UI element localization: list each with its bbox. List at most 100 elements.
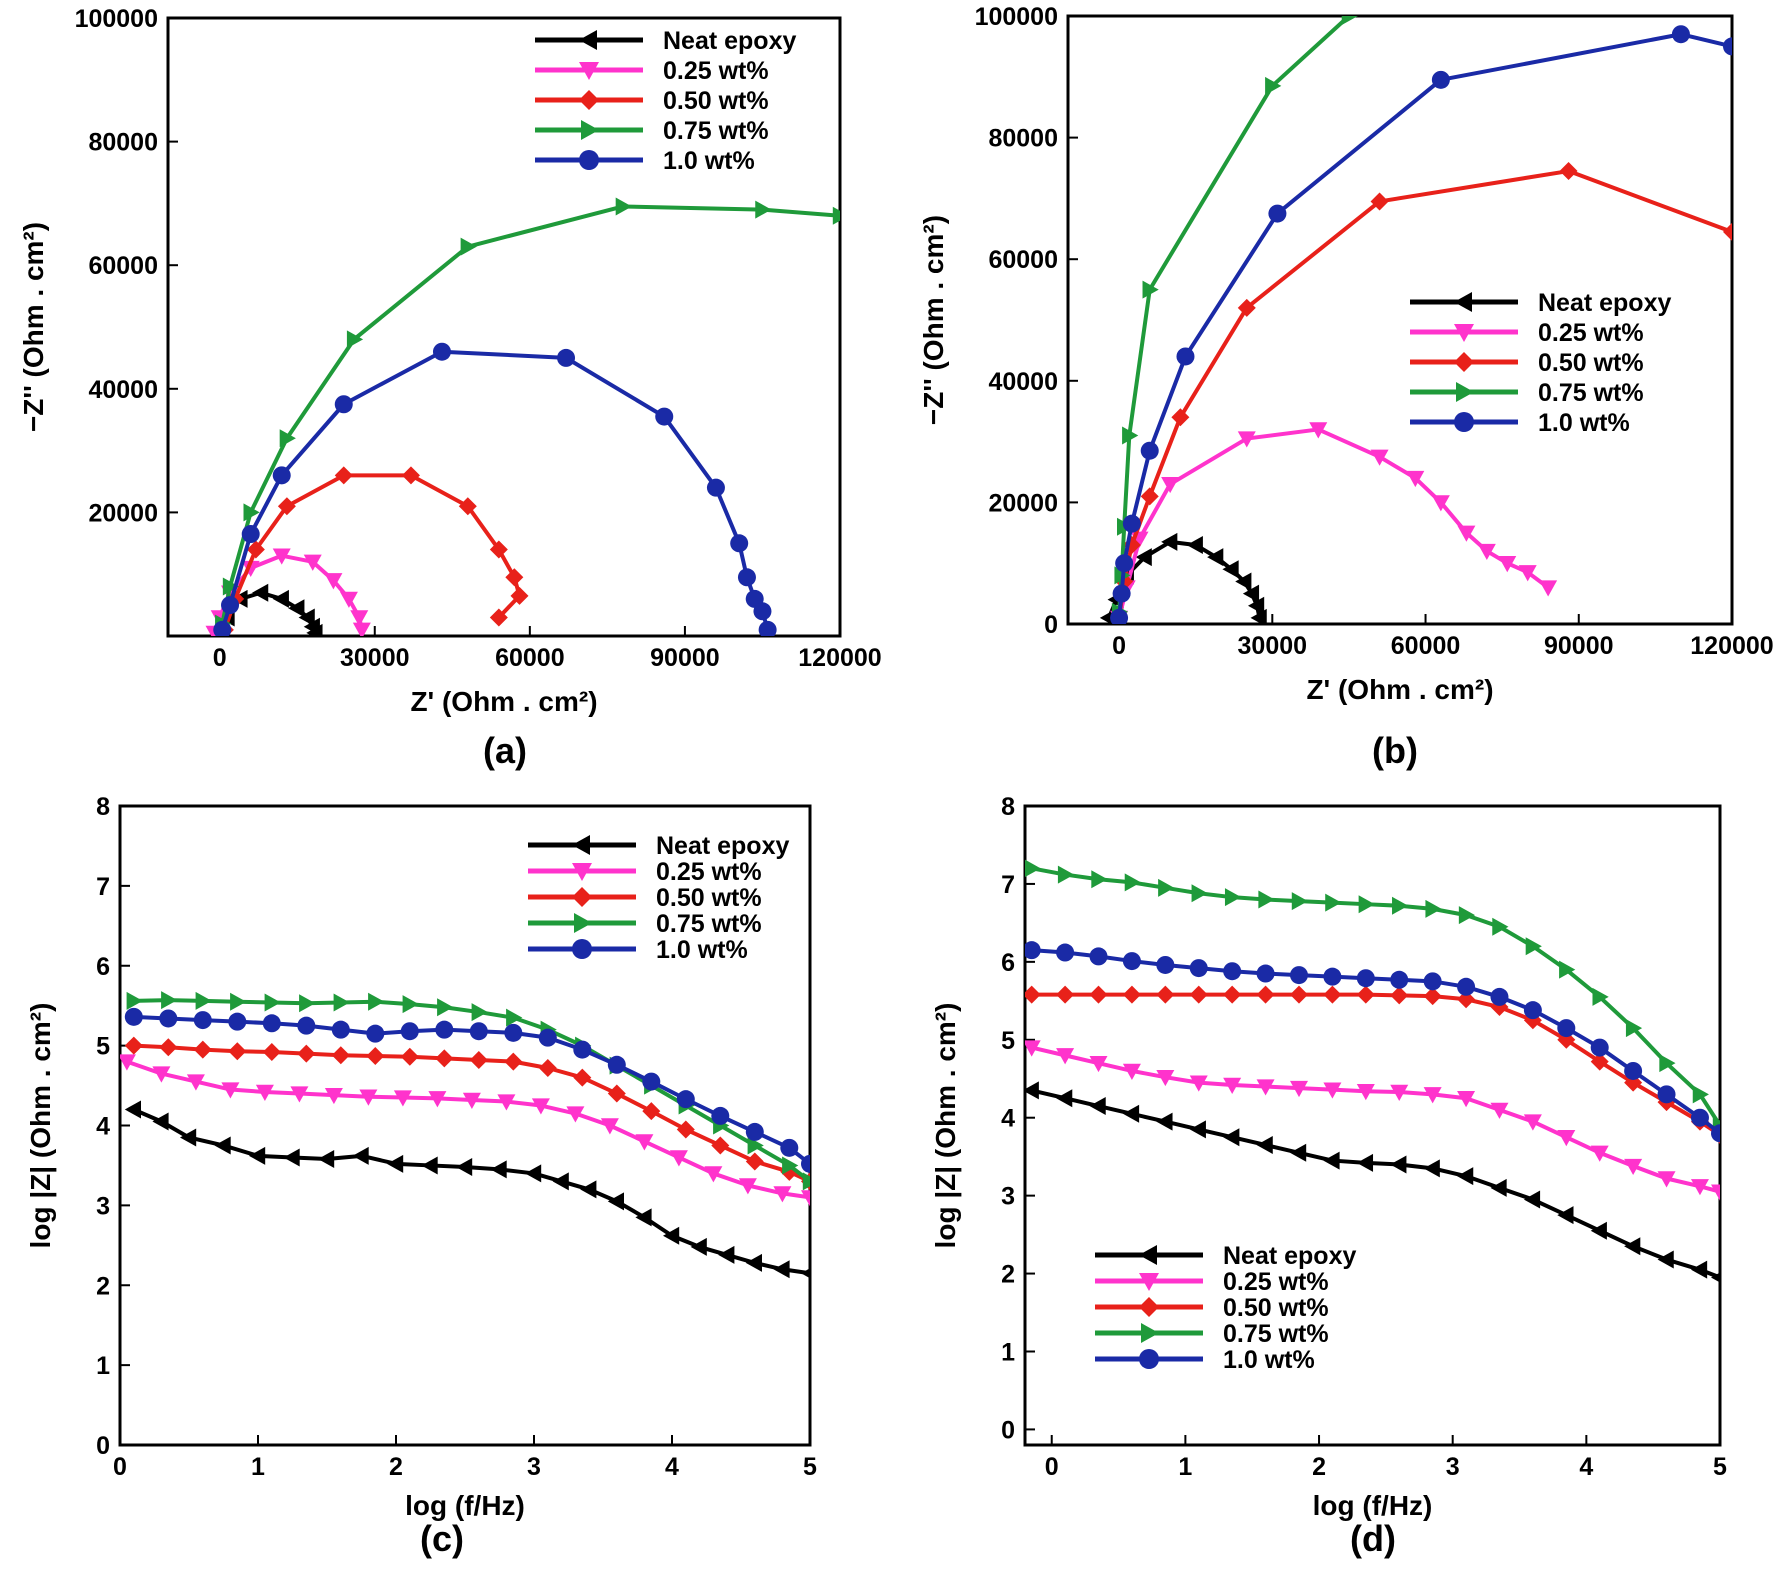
data-point-0-50-wtpct [1140, 487, 1159, 506]
x-tick-label: 0 [113, 1453, 127, 1481]
legend-item-0-75-wtpct: 0.75 wt% [535, 117, 769, 145]
data-point-0-75-wtpct [1142, 280, 1159, 299]
data-point-neat-epoxy [1247, 596, 1265, 615]
legend-marker-0-50-wtpct [579, 90, 599, 110]
data-point-0-50-wtpct [711, 1136, 730, 1155]
panel-a: 0 30000 60000 90000 120000 20000 40000 60000 800… [18, 5, 882, 771]
y-axis-title: −Z'' (Ohm . cm²) [918, 215, 949, 425]
legend-marker-0-50-wtpct [1139, 1297, 1159, 1317]
legend-label: 0.25 wt% [1223, 1268, 1329, 1296]
x-tick-label: 120000 [798, 644, 881, 672]
data-point-1-0-wtpct [1490, 987, 1509, 1006]
data-point-0-50-wtpct [277, 497, 296, 516]
data-point-0-50-wtpct [1559, 162, 1578, 181]
series-line-0-75-wtpct [1117, 16, 1351, 612]
data-point-0-75-wtpct [195, 991, 212, 1010]
series-0-75-wtpct [1025, 859, 1720, 1135]
series-1-0-wtpct [1110, 25, 1732, 624]
legend-marker-1-0-wtpct [572, 939, 592, 959]
data-point-1-0-wtpct [1289, 966, 1308, 985]
legend-item-0-75-wtpct: 0.75 wt% [528, 910, 762, 938]
data-point-neat-epoxy [387, 1154, 404, 1173]
data-point-0-25-wtpct [324, 573, 343, 590]
data-point-0-25-wtpct [600, 1118, 619, 1135]
data-point-0-75-wtpct [1091, 870, 1108, 889]
data-point-0-75-wtpct [1191, 884, 1208, 903]
panel-label: (c) [420, 1518, 464, 1559]
data-point-0-25-wtpct [462, 1092, 481, 1109]
data-point-neat-epoxy [1289, 1143, 1307, 1162]
legend-label: 0.75 wt% [1223, 1320, 1329, 1348]
series-0-75-wtpct [215, 197, 840, 633]
data-point-neat-epoxy [552, 1172, 569, 1191]
legend-marker-neat-epoxy [1454, 292, 1472, 312]
x-tick-label: 1 [1178, 1453, 1192, 1481]
data-point-0-50-wtpct [193, 1040, 212, 1059]
series-line-neat-epoxy [1031, 1088, 1720, 1280]
y-tick-label: 3 [96, 1192, 110, 1220]
data-point-0-50-wtpct [510, 586, 529, 605]
data-point-0-25-wtpct [1557, 1129, 1576, 1147]
data-point-1-0-wtpct [538, 1028, 557, 1047]
data-point-0-50-wtpct [262, 1043, 281, 1062]
data-point-0-25-wtpct [1490, 1102, 1509, 1119]
data-point-0-50-wtpct [458, 497, 477, 516]
data-point-0-50-wtpct [1156, 985, 1175, 1004]
data-point-0-50-wtpct [297, 1044, 316, 1063]
data-point-neat-epoxy [1323, 1151, 1340, 1170]
data-point-0-50-wtpct [331, 1046, 350, 1065]
data-point-neat-epoxy [690, 1237, 707, 1256]
data-point-neat-epoxy [1690, 1260, 1708, 1279]
data-point-0-50-wtpct [1356, 985, 1375, 1004]
series-0-25-wtpct [1025, 1040, 1720, 1201]
data-point-0-75-wtpct [506, 1008, 523, 1027]
data-point-1-0-wtpct [435, 1020, 454, 1039]
legend-marker-0-25-wtpct [1139, 1273, 1159, 1291]
data-point-0-75-wtpct [161, 991, 178, 1010]
data-point-0-75-wtpct [1124, 873, 1141, 892]
legend-label: 0.50 wt% [656, 884, 762, 912]
data-point-0-25-wtpct [393, 1090, 412, 1107]
data-point-0-50-wtpct [1723, 222, 1732, 241]
data-point-0-25-wtpct [324, 1087, 343, 1105]
data-point-0-75-wtpct [1559, 960, 1576, 979]
data-point-1-0-wtpct [1176, 347, 1195, 366]
plot-area [1099, 16, 1732, 624]
data-point-0-50-wtpct [489, 608, 508, 627]
data-point-neat-epoxy [801, 1268, 810, 1279]
legend-marker-neat-epoxy [579, 30, 597, 50]
data-point-0-25-wtpct [303, 554, 322, 571]
legend-label: 1.0 wt% [656, 936, 748, 964]
y-tick-label: 80000 [988, 125, 1058, 153]
data-point-neat-epoxy [1122, 1104, 1140, 1123]
legend-marker-0-25-wtpct [579, 62, 599, 80]
y-tick-label: 5 [96, 1033, 110, 1061]
data-point-neat-epoxy [745, 1253, 762, 1272]
data-point-0-75-wtpct [1592, 987, 1609, 1006]
x-tick-label: 30000 [1238, 632, 1308, 660]
data-point-neat-epoxy [607, 1192, 624, 1211]
legend-marker-0-75-wtpct [1456, 382, 1474, 402]
data-point-0-25-wtpct [1406, 470, 1425, 488]
data-point-0-25-wtpct [255, 1084, 274, 1101]
legend-label: Neat epoxy [1538, 289, 1671, 317]
data-point-0-25-wtpct [801, 1190, 810, 1207]
legend-label: Neat epoxy [663, 27, 796, 55]
data-point-0-50-wtpct [334, 466, 353, 485]
legend-label: 0.75 wt% [1538, 379, 1644, 407]
legend-marker-1-0-wtpct [579, 150, 599, 170]
legend-marker-0-25-wtpct [572, 863, 592, 881]
data-point-0-50-wtpct [228, 1042, 247, 1061]
data-point-1-0-wtpct [1523, 1001, 1542, 1020]
y-tick-label: 8 [1001, 793, 1015, 821]
data-point-neat-epoxy [252, 583, 269, 602]
x-tick-label: 2 [1312, 1453, 1326, 1481]
data-point-1-0-wtpct [159, 1009, 178, 1028]
plot-frame [1023, 804, 1722, 1447]
data-point-neat-epoxy [306, 623, 323, 636]
y-tick-label: 7 [1001, 871, 1015, 899]
x-tick-label: 5 [1713, 1453, 1727, 1481]
data-point-neat-epoxy [1711, 1272, 1720, 1283]
data-point-1-0-wtpct [432, 342, 451, 361]
y-tick-label: 40000 [988, 368, 1058, 396]
